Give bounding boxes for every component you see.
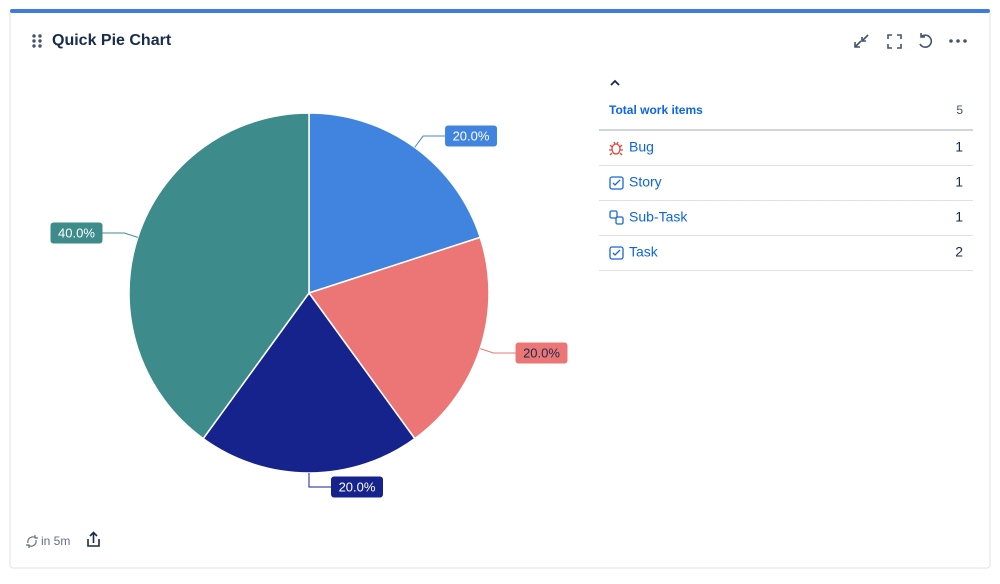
pie-slice[interactable]	[128, 112, 310, 440]
type-icons	[609, 141, 624, 260]
label-box	[445, 125, 498, 147]
bug-icon	[609, 141, 623, 156]
value-label: 40.0%	[58, 225, 95, 240]
more-icon[interactable]	[949, 39, 967, 43]
label-leader	[414, 135, 446, 148]
refresh-icon[interactable]	[919, 33, 933, 48]
refresh-interval: in 5m	[41, 534, 70, 548]
row-label[interactable]: Task	[629, 244, 659, 260]
pie-slice[interactable]	[307, 236, 490, 440]
value-label: 20.0%	[523, 345, 560, 360]
collapse-caret[interactable]	[610, 79, 620, 86]
card-title: Quick Pie Chart	[52, 32, 172, 49]
card-top-border	[10, 9, 990, 13]
label-leader	[102, 232, 138, 238]
subtask-icon	[609, 210, 624, 225]
pie-chart: 20.0% 20.0% 20.0% 40.0%	[50, 112, 568, 498]
value-label: 20.0%	[339, 479, 376, 494]
auto-refresh-icon	[26, 535, 38, 548]
share-icon[interactable]	[87, 531, 100, 547]
drag-handle[interactable]	[32, 34, 42, 48]
row-label[interactable]: Bug	[629, 139, 654, 155]
value-label: 20.0%	[453, 128, 490, 143]
table-rows: Bug 1 Story 1 Sub-Task 1 Task 2	[599, 139, 973, 271]
label-box	[50, 222, 103, 244]
row-count: 1	[955, 139, 963, 155]
row-count: 1	[955, 174, 963, 190]
label-leader	[308, 473, 331, 488]
table-header[interactable]: Total work items	[609, 103, 703, 117]
table-total: 5	[956, 103, 963, 117]
story-icon	[609, 176, 624, 190]
row-count: 1	[955, 209, 963, 225]
label-leader	[480, 348, 516, 354]
row-label[interactable]: Story	[629, 174, 662, 190]
fullscreen-icon[interactable]	[887, 34, 902, 49]
row-count: 2	[955, 244, 963, 260]
row-label[interactable]: Sub-Task	[629, 209, 688, 225]
label-box	[331, 476, 383, 498]
pie-slice[interactable]	[308, 112, 482, 295]
label-box	[515, 342, 568, 364]
minimize-icon[interactable]	[854, 34, 869, 48]
task-icon	[609, 246, 624, 260]
pie-slice[interactable]	[202, 291, 416, 474]
header-actions	[854, 33, 967, 49]
